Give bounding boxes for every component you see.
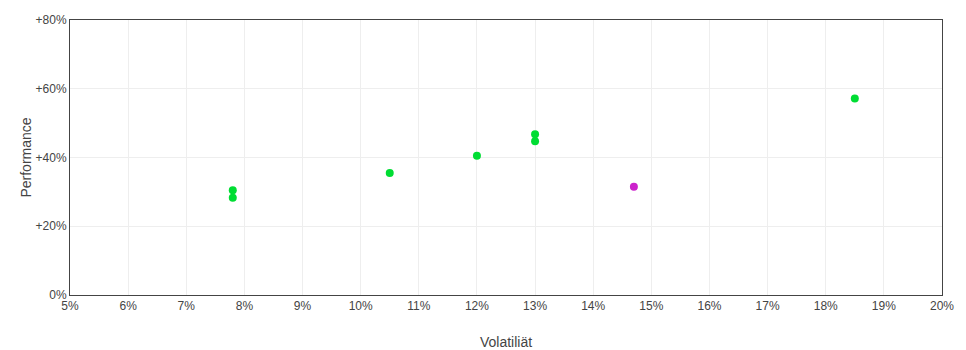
svg-text:15%: 15% [639,299,663,313]
svg-text:+20%: +20% [36,219,67,233]
svg-text:6%: 6% [119,299,137,313]
svg-text:16%: 16% [697,299,721,313]
svg-text:Performance: Performance [18,117,34,197]
svg-text:0%: 0% [49,288,67,302]
svg-text:13%: 13% [523,299,547,313]
svg-text:5%: 5% [61,299,79,313]
svg-text:+60%: +60% [36,82,67,96]
svg-text:14%: 14% [581,299,605,313]
svg-text:11%: 11% [407,299,430,313]
svg-text:9%: 9% [294,299,312,313]
svg-text:17%: 17% [756,299,780,313]
svg-text:18%: 18% [814,299,838,313]
svg-text:20%: 20% [930,299,954,313]
svg-text:12%: 12% [465,299,489,313]
svg-text:10%: 10% [349,299,373,313]
svg-text:+80%: +80% [36,13,67,27]
svg-text:Volatiliät: Volatiliät [480,334,532,350]
svg-text:19%: 19% [872,299,896,313]
svg-text:8%: 8% [236,299,254,313]
svg-text:7%: 7% [178,299,196,313]
svg-text:+40%: +40% [36,151,67,165]
